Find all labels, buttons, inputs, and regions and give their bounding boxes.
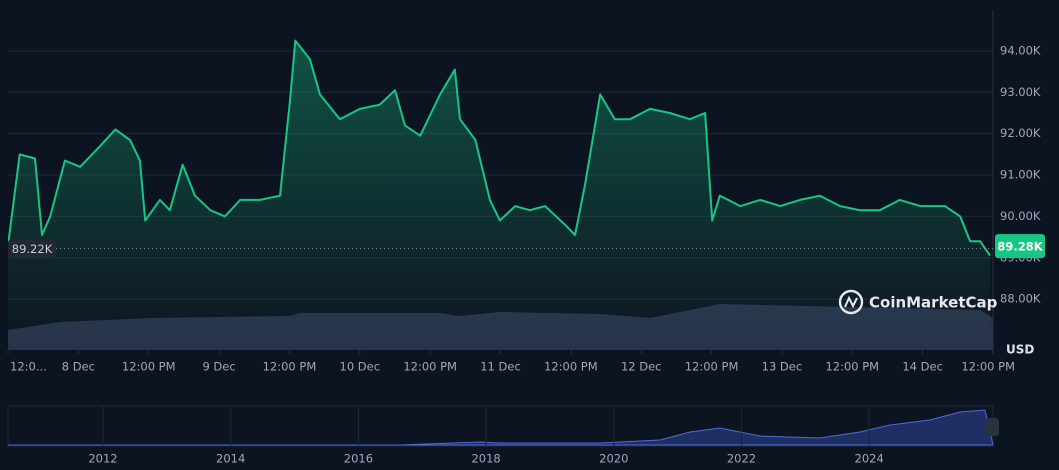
navigator-year: 2014 xyxy=(216,452,245,466)
x-tick-label: 13 Dec xyxy=(762,360,803,374)
current-price-box xyxy=(995,234,1045,259)
y-tick-label: 90.00K xyxy=(1000,209,1041,223)
navigator-year: 2020 xyxy=(599,452,628,466)
x-tick-label: 11 Dec xyxy=(480,360,521,374)
x-tick-label: 8 Dec xyxy=(62,360,95,374)
x-tick-label: 12:00 PM xyxy=(544,360,598,374)
navigator-year: 2016 xyxy=(344,452,373,466)
x-tick-label: 12:00 PM xyxy=(961,360,1015,374)
navigator xyxy=(7,405,999,447)
current-price-label: 89.28K xyxy=(997,240,1043,254)
price-line xyxy=(8,39,991,257)
x-tick-label: 12 Dec xyxy=(621,360,662,374)
y-tick-label: 92.00K xyxy=(1000,126,1041,140)
x-tick-label: 12:00 PM xyxy=(403,360,457,374)
y-tick-label: 93.00K xyxy=(1000,85,1041,99)
watermark-text: CoinMarketCap xyxy=(869,294,998,312)
x-tick-label: 12:0... xyxy=(10,360,47,374)
x-tick-label: 12:00 PM xyxy=(122,360,176,374)
area-fill xyxy=(8,40,991,350)
reference-label-box xyxy=(8,239,56,258)
x-tick-label: 12:00 PM xyxy=(685,360,739,374)
x-tick-label: 9 Dec xyxy=(202,360,235,374)
x-tick-label: 14 Dec xyxy=(902,360,943,374)
navigator-year: 2024 xyxy=(855,452,884,466)
x-tick-label: 12:00 PM xyxy=(825,360,879,374)
y-unit: USD xyxy=(1006,343,1034,357)
navigator-year: 2012 xyxy=(88,452,117,466)
navigator-line xyxy=(8,409,994,446)
navigator-year: 2022 xyxy=(727,452,756,466)
watermark: CoinMarketCap xyxy=(838,289,998,315)
navigator-handle[interactable] xyxy=(985,418,999,436)
x-tick-label: 12:00 PM xyxy=(263,360,317,374)
y-tick-label: 94.00K xyxy=(1000,43,1041,57)
x-tick-label: 10 Dec xyxy=(340,360,381,374)
navigator-year: 2018 xyxy=(471,452,500,466)
y-tick-label: 91.00K xyxy=(1000,168,1041,182)
reference-label: 89.22K xyxy=(12,242,53,256)
y-tick-label: 88.00K xyxy=(1000,292,1041,306)
